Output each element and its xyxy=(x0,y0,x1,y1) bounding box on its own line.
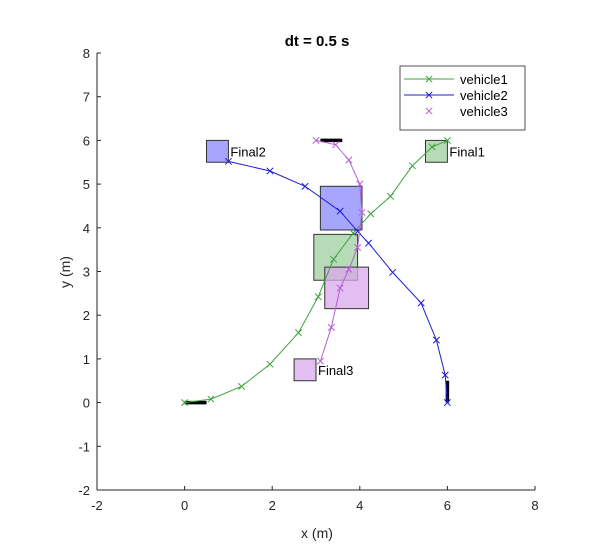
y-tick-label: 0 xyxy=(83,396,90,411)
data-point-vehicle3 xyxy=(312,136,320,144)
data-point-vehicle2 xyxy=(389,268,397,276)
y-tick-label: 2 xyxy=(83,308,90,323)
data-point-vehicle1 xyxy=(266,360,274,368)
data-point-vehicle3 xyxy=(358,208,366,217)
data-point-vehicle1 xyxy=(349,229,357,237)
data-point-vehicle1 xyxy=(386,192,395,200)
data-point-vehicle3 xyxy=(336,284,344,292)
x-tick-label: 0 xyxy=(181,498,188,513)
data-point-vehicle3 xyxy=(327,323,335,331)
x-tick-label: 4 xyxy=(356,498,363,513)
y-tick-label: 7 xyxy=(83,90,90,105)
data-point-vehicle2 xyxy=(266,167,274,175)
data-point-vehicle1 xyxy=(428,143,436,151)
box-label-final3: Final3 xyxy=(318,363,353,378)
y-tick-label: 5 xyxy=(83,177,90,192)
vehicle-box xyxy=(293,358,317,382)
data-point-vehicle1 xyxy=(294,329,303,337)
legend-label-vehicle1: vehicle1 xyxy=(460,72,508,87)
data-point-vehicle3 xyxy=(345,156,353,164)
data-point-vehicle1 xyxy=(314,293,322,301)
chart-title: dt = 0.5 s xyxy=(285,33,350,50)
data-point-vehicle3 xyxy=(345,265,353,273)
data-point-vehicle2 xyxy=(336,207,344,215)
y-tick-label: 4 xyxy=(83,221,90,236)
data-point-vehicle1 xyxy=(408,162,416,170)
y-tick-label: -1 xyxy=(78,439,90,454)
y-tick-label: 3 xyxy=(83,265,90,280)
legend-label-vehicle3: vehicle3 xyxy=(460,104,508,119)
data-point-vehicle1 xyxy=(443,136,451,144)
y-tick-label: 8 xyxy=(83,46,90,61)
x-tick-label: 8 xyxy=(531,498,538,513)
legend-marker-vehicle3 xyxy=(425,107,433,115)
data-point-vehicle3 xyxy=(356,180,364,188)
data-point-vehicle1 xyxy=(207,395,215,403)
data-point-vehicle1 xyxy=(237,382,246,390)
vehicle-box xyxy=(319,185,363,231)
x-tick-label: 2 xyxy=(269,498,276,513)
data-point-vehicle2 xyxy=(417,299,425,307)
x-tick-label: 6 xyxy=(444,498,451,513)
y-tick-label: 1 xyxy=(83,352,90,367)
box-label-final1: Final1 xyxy=(449,144,484,159)
data-point-vehicle1 xyxy=(329,255,338,263)
data-point-vehicle3 xyxy=(332,141,340,149)
data-point-vehicle1 xyxy=(181,399,189,407)
data-point-vehicle2 xyxy=(301,182,309,190)
legend-marker-vehicle1 xyxy=(425,75,433,83)
plot-area: -2 0 2 4 6 8 -2 -1 0 1 2 3 4 5 6 7 8 Final2 Final1 Final3 xyxy=(78,46,538,513)
x-axis-label: x (m) xyxy=(301,525,333,541)
series-line-vehicle3 xyxy=(315,139,363,362)
data-point-vehicle2 xyxy=(432,336,441,344)
data-point-vehicle2 xyxy=(443,399,451,407)
vehicle-box xyxy=(206,139,229,163)
y-tick-label: 6 xyxy=(83,133,90,148)
data-point-vehicle2 xyxy=(365,239,373,247)
vehicle-box xyxy=(425,139,448,163)
x-tick-label: -2 xyxy=(91,498,103,513)
y-tick-label: -2 xyxy=(78,483,90,498)
data-point-vehicle3 xyxy=(354,243,362,252)
y-axis-label: y (m) xyxy=(57,256,73,288)
data-point-vehicle2 xyxy=(441,371,449,379)
legend-marker-vehicle2 xyxy=(425,91,433,99)
data-point-vehicle3 xyxy=(316,357,324,365)
box-label-final2: Final2 xyxy=(230,144,265,159)
data-point-vehicle2 xyxy=(224,157,232,165)
legend-label-vehicle2: vehicle2 xyxy=(460,88,508,103)
legend-box xyxy=(399,65,526,131)
data-point-vehicle1 xyxy=(367,210,375,218)
